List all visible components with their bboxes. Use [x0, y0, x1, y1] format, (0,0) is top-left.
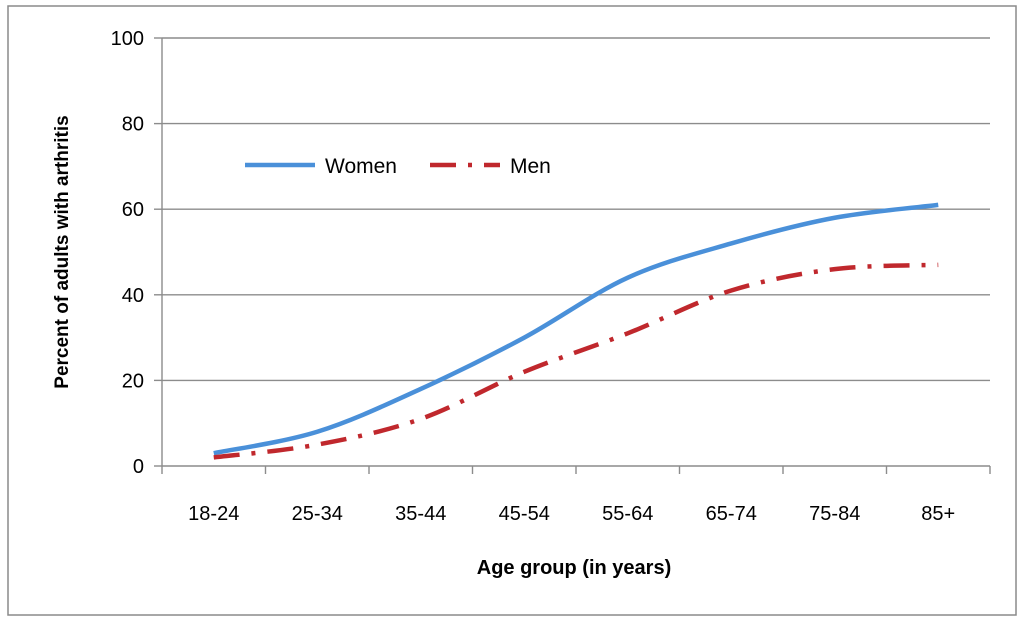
x-tick-label: 35-44	[395, 503, 446, 525]
y-axis-title: Percent of adults with arthritis	[52, 115, 73, 388]
chart-border	[7, 5, 1017, 616]
y-tick-label: 60	[122, 199, 144, 221]
x-tick-label: 75-84	[809, 503, 860, 525]
y-tick-label: 0	[133, 456, 144, 478]
x-tick-label: 85+	[921, 503, 955, 525]
y-tick-label: 100	[111, 28, 144, 50]
y-tick-label: 20	[122, 370, 144, 392]
legend-label-women: Women	[325, 155, 397, 178]
y-tick-label: 40	[122, 285, 144, 307]
x-tick-label: 45-54	[499, 503, 550, 525]
x-tick-label: 25-34	[292, 503, 343, 525]
series-line-women	[213, 202, 939, 456]
x-tick-label: 55-64	[602, 503, 653, 525]
axes: 0 20 40 60 80 100 18-24 25-34 35-44 45-54 55-64 65-…	[111, 28, 991, 525]
x-axis-title: Age group (in years)	[477, 557, 671, 579]
legend: Women Men	[245, 155, 551, 178]
gridlines	[162, 37, 990, 467]
x-tick-label: 18-24	[188, 503, 239, 525]
series-lines	[213, 202, 939, 460]
y-tick-label: 80	[122, 114, 144, 136]
series-line-men	[213, 262, 939, 460]
x-tick-label: 65-74	[706, 503, 757, 525]
legend-label-men: Men	[510, 155, 551, 178]
